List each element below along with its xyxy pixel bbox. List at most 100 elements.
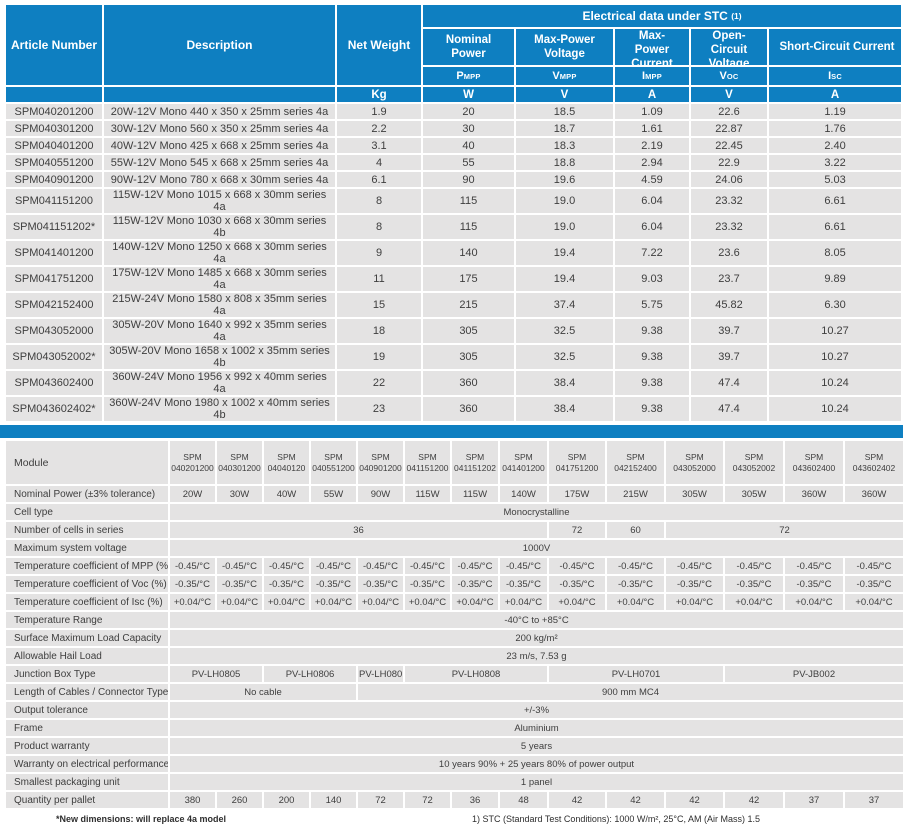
description-cell: 305W-20V Mono 1640 x 992 x 35mm series 4…	[102, 317, 337, 345]
spec-row: Number of cells in series 36 72 60 72	[4, 520, 903, 540]
module-column-header: SPM 043602402	[843, 439, 903, 486]
description-cell: 40W-12V Mono 425 x 668 x 25mm series 4a	[102, 136, 337, 155]
spec-value-cell: 72	[356, 790, 405, 810]
short-circuit-current-cell: 10.24	[766, 369, 903, 397]
net-weight-cell: 22	[335, 369, 423, 397]
description-cell: 20W-12V Mono 440 x 350 x 25mm series 4a	[102, 102, 337, 121]
description-cell: 305W-20V Mono 1658 x 1002 x 35mm series …	[102, 343, 337, 371]
nominal-power-cell: 20	[421, 102, 516, 121]
open-circuit-voltage-header: Open-Circuit Voltage	[689, 27, 769, 67]
spec-value-cell: -0.35/°C	[783, 574, 845, 594]
spec-value-cell: -0.45/°C	[723, 556, 785, 576]
spec-value-cell: -0.45/°C	[168, 556, 217, 576]
article-number-cell: SPM041151200	[4, 187, 104, 215]
spec-value-cell: 1 panel	[168, 772, 903, 792]
spec-row: Temperature coefficient of MPP (%) -0.45/…	[4, 556, 903, 576]
description-cell: 175W-12V Mono 1485 x 668 x 30mm series 4…	[102, 265, 337, 293]
spec-row-label: Cell type	[4, 502, 170, 522]
spec-row: Quantity per pallet 380 260 200 140 72 72 36 48 4…	[4, 790, 903, 810]
article-number-cell: SPM041401200	[4, 239, 104, 267]
nominal-power-cell: 115	[421, 187, 516, 215]
spec-row: Temperature coefficient of Isc (%) +0.04/…	[4, 592, 903, 612]
product-row: SPM041151200 115W-12V Mono 1015 x 668 x 3…	[4, 187, 903, 215]
spec-value-cell: 200	[262, 790, 311, 810]
spec-row-label: Warranty on electrical performance	[4, 754, 170, 774]
nominal-power-cell: 55	[421, 153, 516, 172]
spec-value-cell: -0.45/°C	[843, 556, 903, 576]
spec-value-cell: 42	[664, 790, 725, 810]
module-spec-table: Module SPM 040201200 SPM 040301200 SPM 040401…	[4, 439, 903, 810]
spec-value-cell: 380	[168, 790, 217, 810]
short-circuit-current-cell: 2.40	[766, 136, 903, 155]
spec-row: Maximum system voltage 1000V	[4, 538, 903, 558]
spec-row-label: Temperature coefficient of Voc (%)	[4, 574, 170, 594]
max-power-voltage-cell: 18.7	[514, 119, 615, 138]
spec-value-cell: +0.04/°C	[843, 592, 903, 612]
spec-value-cell: PV-JB002	[723, 664, 903, 684]
article-number-cell: SPM041751200	[4, 265, 104, 293]
impp-symbol: IMPP	[613, 65, 691, 87]
spec-value-cell: +0.04/°C	[356, 592, 405, 612]
max-power-voltage-cell: 19.6	[514, 170, 615, 189]
article-number-cell: SPM040401200	[4, 136, 104, 155]
spec-value-cell: +0.04/°C	[783, 592, 845, 612]
open-circuit-voltage-cell: 22.6	[689, 102, 769, 121]
net-weight-cell: 8	[335, 213, 423, 241]
spec-row-label: Surface Maximum Load Capacity	[4, 628, 170, 648]
net-weight-cell: 9	[335, 239, 423, 267]
v-unit-cell: V	[689, 85, 769, 104]
product-row: SPM040201200 20W-12V Mono 440 x 350 x 25m…	[4, 102, 903, 121]
spec-value-cell: PV-LH0801	[356, 664, 405, 684]
product-row: SPM040301200 30W-12V Mono 560 x 350 x 25m…	[4, 119, 903, 138]
article-number-cell: SPM041151202*	[4, 213, 104, 241]
stc-group-title: Electrical data under STC	[582, 9, 728, 23]
stc-group-header: Electrical data under STC (1)	[420, 3, 903, 29]
header-row-symbols: PMPP VMPP IMPP VOC ISC	[5, 65, 903, 87]
article-number-cell: SPM043602402*	[4, 395, 104, 423]
spec-row: Temperature coefficient of Voc (%) -0.35/…	[4, 574, 903, 594]
spec-row-label: Allowable Hail Load	[4, 646, 170, 666]
max-power-voltage-cell: 38.4	[514, 369, 615, 397]
spec-row: Product warranty 5 years	[4, 736, 903, 756]
net-weight-cell: 2.2	[335, 119, 423, 138]
spec-value-cell: -0.35/°C	[403, 574, 452, 594]
net-weight-cell: 6.1	[335, 170, 423, 189]
max-power-voltage-cell: 19.4	[514, 265, 615, 293]
max-power-current-cell: 1.09	[613, 102, 691, 121]
net-weight-cell: 18	[335, 317, 423, 345]
spec-value-cell: -0.35/°C	[262, 574, 311, 594]
short-circuit-current-cell: 8.05	[766, 239, 903, 267]
open-circuit-voltage-cell: 47.4	[689, 369, 769, 397]
spec-value-cell: -40°C to +85°C	[168, 610, 903, 630]
max-power-voltage-cell: 38.4	[514, 395, 615, 423]
module-column-header: SPM 040551200	[309, 439, 358, 486]
a-unit-cell: A	[613, 85, 691, 104]
nominal-power-cell: 90	[421, 170, 516, 189]
module-column-header: SPM 040301200	[215, 439, 264, 486]
description-cell: 30W-12V Mono 560 x 350 x 25mm series 4a	[102, 119, 337, 138]
short-circuit-current-cell: 10.27	[766, 343, 903, 371]
spec-value-cell: 90W	[356, 484, 405, 504]
spec-value-cell: -0.45/°C	[498, 556, 549, 576]
spec-value-cell: 305W	[723, 484, 785, 504]
module-column-header: SPM 040201200	[168, 439, 217, 486]
spec-value-cell: PV-LH0805	[168, 664, 264, 684]
spec-value-cell: -0.45/°C	[215, 556, 264, 576]
description-cell: 55W-12V Mono 545 x 668 x 25mm series 4a	[102, 153, 337, 172]
product-row: SPM042152400 215W-24V Mono 1580 x 808 x 3…	[4, 291, 903, 319]
spec-value-cell: 200 kg/m²	[168, 628, 903, 648]
spec-value-cell: 40W	[262, 484, 311, 504]
spec-value-cell: 10 years 90% + 25 years 80% of power out…	[168, 754, 903, 774]
header-row-group: Article Number Description Net Weight El…	[4, 3, 903, 87]
description-cell: 115W-12V Mono 1015 x 668 x 30mm series 4…	[102, 187, 337, 215]
module-column-header: SPM 043052000	[664, 439, 725, 486]
open-circuit-voltage-cell: 22.45	[689, 136, 769, 155]
net-weight-header: Net Weight	[335, 3, 423, 87]
spec-value-cell: 215W	[605, 484, 666, 504]
spec-value-cell: 60	[605, 520, 666, 540]
max-power-current-cell: 9.38	[613, 395, 691, 423]
open-circuit-voltage-cell: 23.32	[689, 213, 769, 241]
spec-row: Frame Aluminium	[4, 718, 903, 738]
max-power-voltage-header: Max-Power Voltage	[514, 27, 615, 67]
